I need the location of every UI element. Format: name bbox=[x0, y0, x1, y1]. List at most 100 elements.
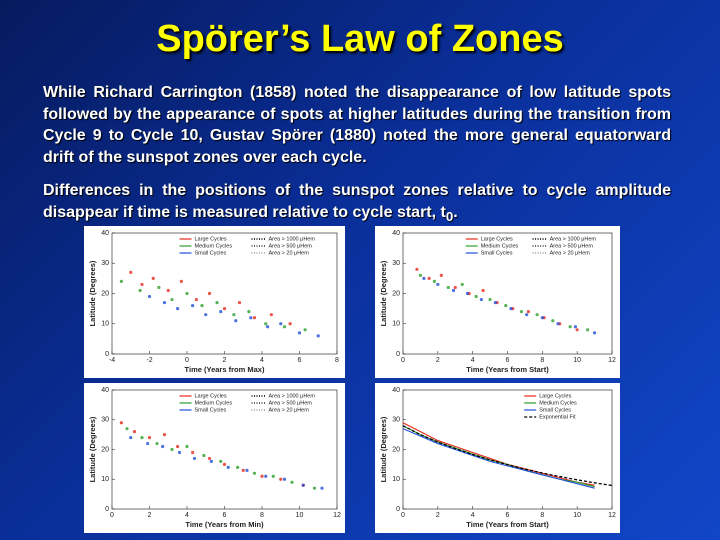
scatter-point bbox=[185, 444, 189, 449]
size-legend-label: Area > 20 μHem bbox=[550, 250, 591, 256]
y-axis-label: Latitude (Degrees) bbox=[379, 416, 388, 482]
x-tick-label: 0 bbox=[185, 357, 189, 364]
x-axis-label: Time (Years from Start) bbox=[466, 520, 549, 529]
legend-label: Medium Cycles bbox=[481, 243, 519, 249]
scatter-point bbox=[320, 486, 324, 490]
scatter-point bbox=[290, 480, 294, 484]
x-tick-label: 12 bbox=[608, 512, 616, 519]
size-legend-label: Area > 500 μHem bbox=[550, 243, 594, 249]
y-tick-label: 40 bbox=[392, 230, 400, 237]
paragraph-text: . bbox=[453, 203, 458, 221]
scatter-point bbox=[234, 319, 238, 323]
x-tick-label: 8 bbox=[260, 512, 264, 519]
scatter-point bbox=[282, 325, 287, 329]
scatter-point bbox=[271, 474, 275, 478]
scatter-point bbox=[194, 297, 198, 302]
scatter-point bbox=[540, 316, 544, 320]
scatter-point bbox=[202, 453, 206, 458]
scatter-point bbox=[551, 319, 555, 323]
plot-frame bbox=[402, 389, 613, 510]
scatter-point bbox=[176, 307, 180, 311]
y-tick-label: 10 bbox=[101, 321, 109, 328]
paragraph: While Richard Carrington (1858) noted th… bbox=[43, 84, 671, 166]
scatter-point bbox=[303, 328, 307, 332]
scatter-point bbox=[488, 297, 492, 302]
scatter-point bbox=[479, 297, 483, 302]
x-tick-label: 0 bbox=[401, 357, 405, 364]
legend-label: Medium Cycles bbox=[195, 400, 233, 406]
x-tick-label: 4 bbox=[260, 357, 264, 364]
x-tick-label: 6 bbox=[223, 512, 227, 519]
size-legend-label: Area > 20 μHem bbox=[269, 250, 310, 256]
y-tick-label: 20 bbox=[101, 290, 109, 297]
x-tick-label: 8 bbox=[540, 357, 544, 364]
scatter-point bbox=[586, 328, 590, 332]
scatter-point bbox=[176, 444, 180, 449]
scatter-point bbox=[215, 300, 219, 305]
scatter-point bbox=[125, 427, 129, 431]
scatter-point bbox=[209, 459, 213, 463]
scatter-point bbox=[422, 276, 426, 280]
scatter-point bbox=[535, 313, 539, 317]
x-tick-label: 2 bbox=[436, 357, 440, 364]
scatter-point bbox=[222, 307, 227, 311]
scatter-point bbox=[179, 279, 183, 283]
scatter-point bbox=[252, 471, 257, 475]
scatter-point bbox=[446, 285, 450, 290]
series-line bbox=[402, 422, 595, 486]
x-tick-label: 2 bbox=[148, 512, 152, 519]
scatter-point bbox=[568, 325, 572, 329]
scatter-point bbox=[177, 450, 182, 455]
scatter-point bbox=[191, 450, 195, 455]
scatter-point bbox=[519, 310, 524, 314]
y-tick-label: 40 bbox=[101, 230, 109, 237]
slide-title: Spörer’s Law of Zones bbox=[156, 18, 564, 60]
scatter-point bbox=[129, 270, 133, 274]
scatter-point bbox=[453, 285, 457, 290]
x-tick-label: 4 bbox=[185, 512, 189, 519]
y-tick-label: 10 bbox=[392, 476, 400, 483]
x-tick-label: 4 bbox=[471, 512, 475, 519]
y-axis-label: Latitude (Degrees) bbox=[88, 416, 97, 482]
y-tick-label: 30 bbox=[392, 417, 400, 424]
scatter-point bbox=[427, 276, 431, 280]
series-line bbox=[402, 425, 613, 487]
scatter-point bbox=[119, 279, 123, 283]
scatter-point bbox=[192, 456, 197, 461]
figure: -4 -2 0 2 4 6 8 0 10 20 30 40 Time (Years from Max) L… bbox=[84, 226, 345, 378]
x-tick-label: 10 bbox=[296, 512, 304, 519]
scatter-point bbox=[436, 282, 440, 287]
scatter-point bbox=[191, 304, 195, 308]
scatter-point bbox=[147, 436, 152, 440]
scatter-point bbox=[241, 468, 245, 472]
x-tick-label: 6 bbox=[298, 357, 302, 364]
x-tick-label: 2 bbox=[223, 357, 227, 364]
y-tick-label: 20 bbox=[392, 446, 400, 453]
y-tick-label: 10 bbox=[101, 476, 109, 483]
x-tick-label: 0 bbox=[401, 512, 405, 519]
size-legend-label: Area > 500 μHem bbox=[269, 400, 313, 406]
scatter-point bbox=[297, 331, 302, 335]
y-tick-label: 20 bbox=[101, 446, 109, 453]
scatter-point bbox=[140, 436, 144, 440]
x-tick-label: 8 bbox=[540, 512, 544, 519]
scatter-point bbox=[236, 465, 240, 469]
scatter-point bbox=[219, 310, 223, 314]
scatter-point bbox=[316, 334, 320, 338]
scatter-point bbox=[249, 316, 253, 320]
scatter-point bbox=[162, 300, 167, 305]
scatter-point bbox=[138, 288, 142, 293]
scatter-point bbox=[151, 276, 155, 280]
scatter-point bbox=[264, 474, 268, 478]
x-tick-label: 0 bbox=[110, 512, 114, 519]
y-tick-label: 0 bbox=[396, 351, 400, 358]
scatter-point bbox=[509, 307, 513, 311]
scatter-point bbox=[266, 325, 270, 329]
scatter-point bbox=[279, 322, 283, 326]
scatter-point bbox=[129, 436, 133, 440]
legend-label: Small Cycles bbox=[195, 407, 227, 413]
scatter-point bbox=[575, 328, 579, 332]
scatter-point bbox=[288, 322, 292, 326]
size-legend-label: Area > 20 μHem bbox=[269, 407, 310, 413]
